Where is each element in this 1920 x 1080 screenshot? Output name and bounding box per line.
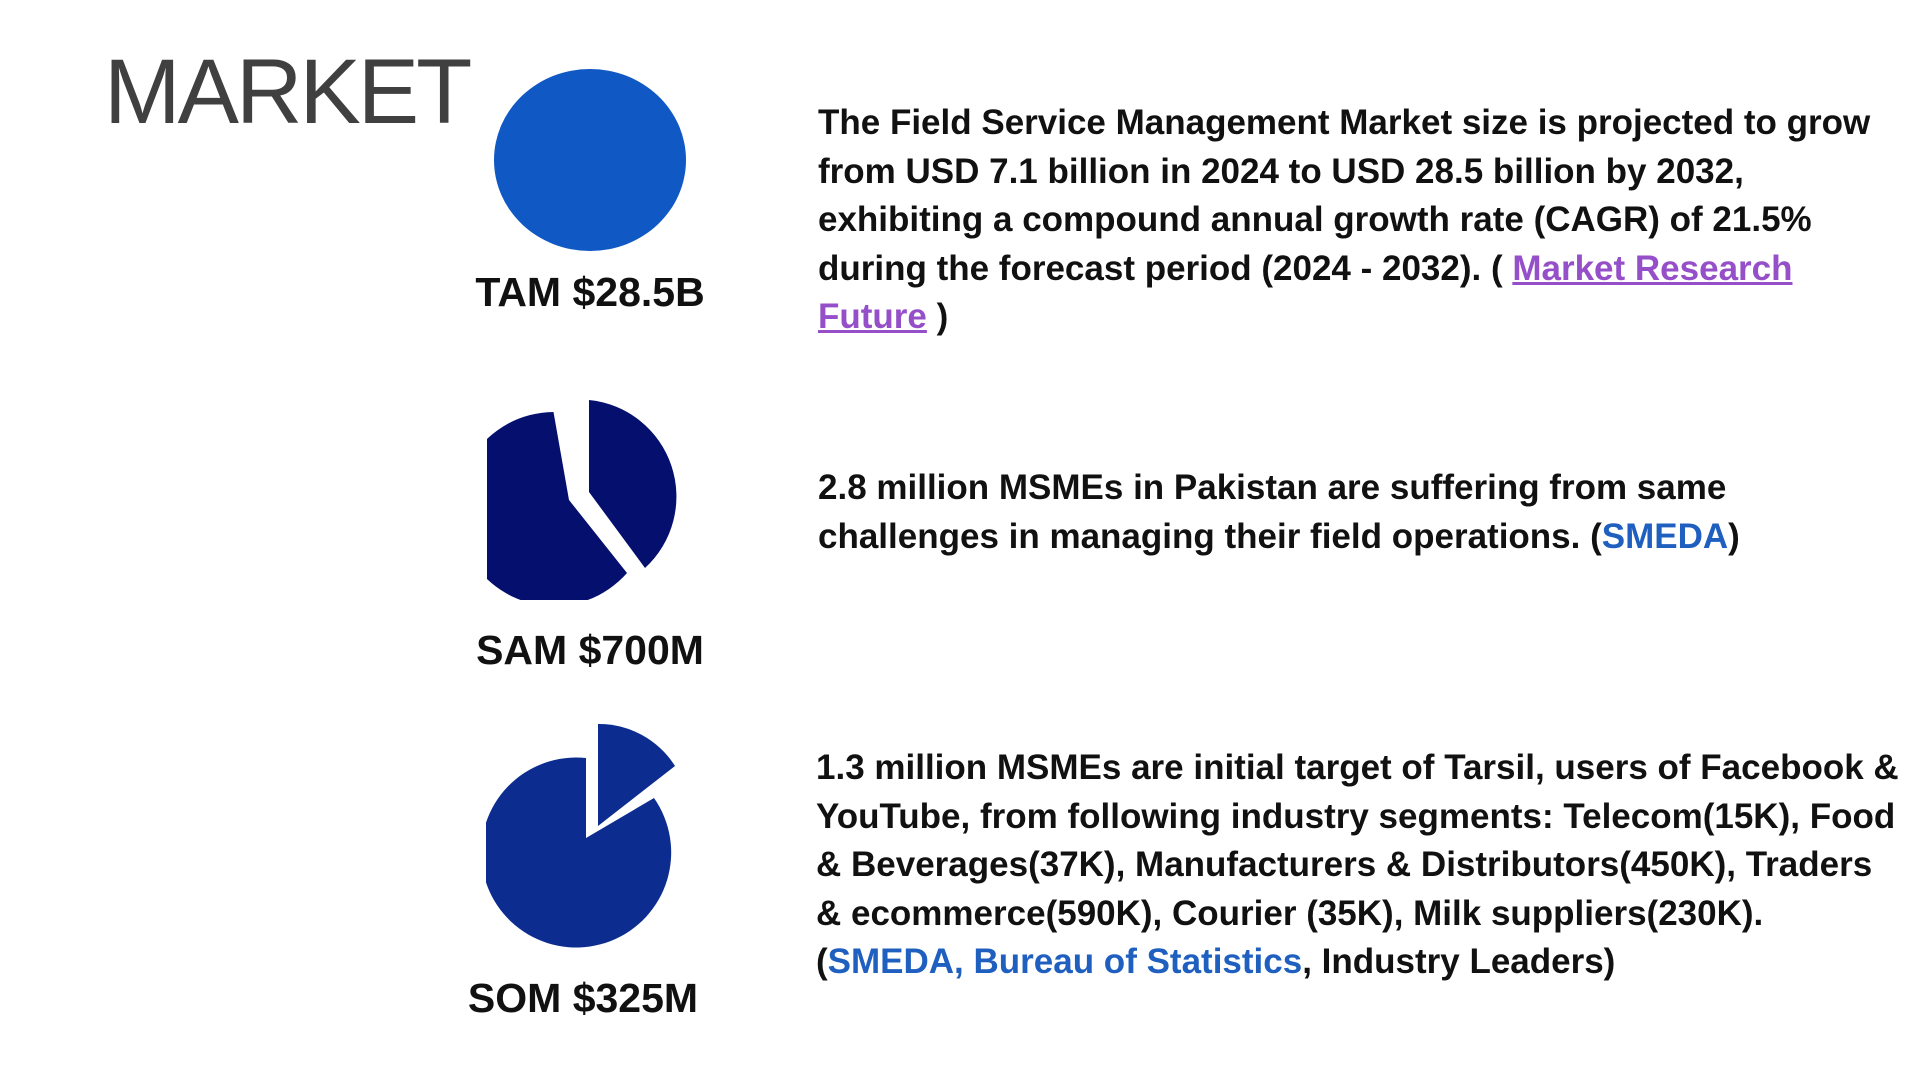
page-title: MARKET [104,41,472,143]
sam-label: SAM $700M [476,627,704,673]
pie-chart-icon [487,400,677,600]
som-description: 1.3 million MSMEs are initial target of … [816,744,1906,987]
tam-text: The Field Service Management Market size… [818,103,1871,288]
sam-text: 2.8 million MSMEs in Pakistan are suffer… [818,468,1727,556]
som-label: SOM $325M [467,975,699,1021]
sam-text-end: ) [1728,516,1740,556]
som-text: 1.3 million MSMEs are initial target of … [816,748,1899,981]
full-circle-icon [494,69,686,251]
tam-description: The Field Service Management Market size… [818,99,1908,342]
sam-description: 2.8 million MSMEs in Pakistan are suffer… [818,464,1908,561]
tam-text-end: ) [926,297,949,336]
pie-slice-exploded-icon [486,723,675,948]
smeda-bureau-link[interactable]: SMEDA, Bureau of Statistics [827,942,1303,981]
market-research-future-link[interactable]: Market Research Future [818,248,1793,337]
tam-label: TAM $28.5B [475,269,705,315]
smeda-link[interactable]: SMEDA [1601,516,1729,556]
som-text-end: , Industry Leaders) [1302,942,1616,981]
